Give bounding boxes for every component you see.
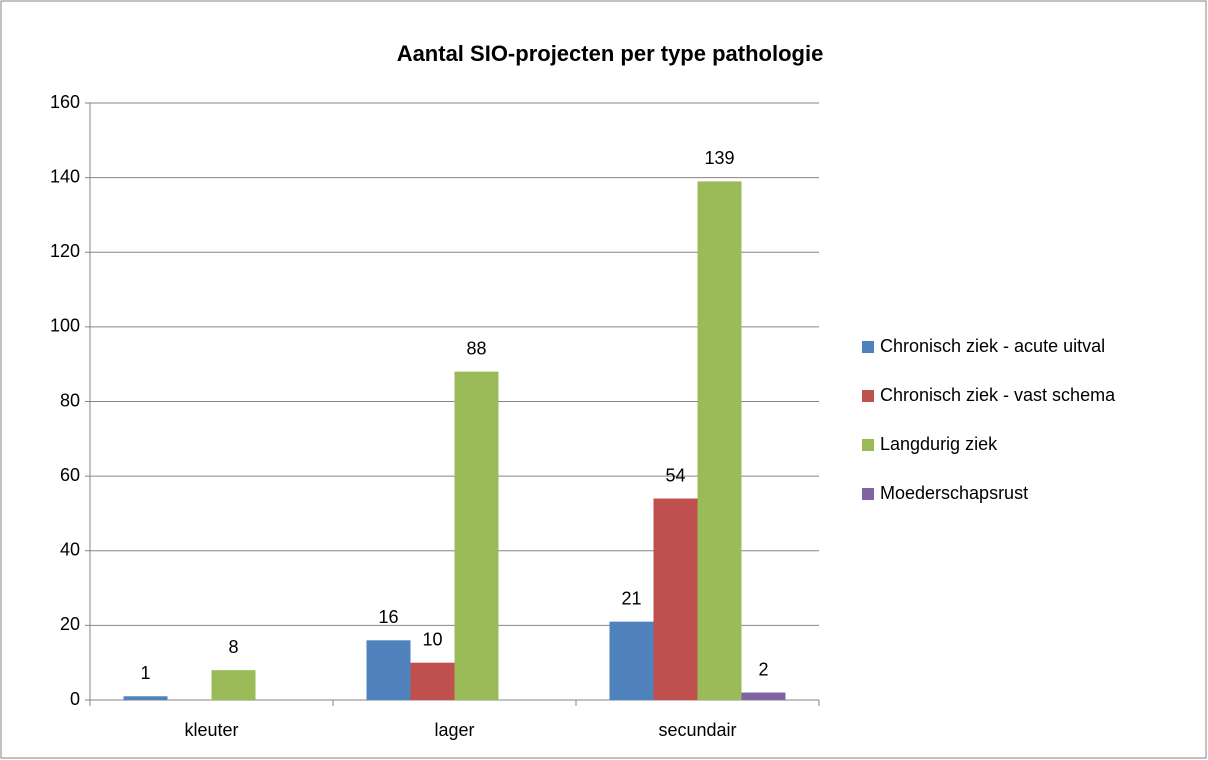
legend-swatch [862,488,874,500]
y-tick-label: 140 [50,166,80,186]
bar [653,498,698,700]
data-label: 1 [140,663,150,683]
data-label: 10 [422,629,442,649]
legend-swatch [862,341,874,353]
legend-label: Moederschapsrust [880,483,1028,503]
legend-label: Chronisch ziek - acute uitval [880,336,1105,356]
legend-label: Chronisch ziek - vast schema [880,385,1116,405]
bar [410,662,455,700]
legend-label: Langdurig ziek [880,434,998,454]
bar [211,670,256,700]
y-tick-label: 100 [50,316,80,336]
y-tick-label: 80 [60,390,80,410]
y-tick-label: 40 [60,540,80,560]
data-label: 54 [665,465,685,485]
data-label: 21 [621,588,641,608]
y-tick-label: 120 [50,241,80,261]
chart-title: Aantal SIO-projecten per type pathologie [397,41,824,66]
bar [609,621,654,700]
y-tick-label: 0 [70,689,80,709]
legend-swatch [862,390,874,402]
y-tick-label: 20 [60,614,80,634]
bar [697,181,742,700]
y-tick-label: 160 [50,92,80,112]
data-label: 2 [758,659,768,679]
bar [454,371,499,700]
data-label: 139 [704,148,734,168]
bar [366,640,411,700]
y-tick-label: 60 [60,465,80,485]
x-tick-label: kleuter [184,720,238,740]
bar [741,692,786,700]
data-label: 8 [228,637,238,657]
data-label: 88 [466,338,486,358]
legend-swatch [862,439,874,451]
x-tick-label: lager [434,720,474,740]
data-label: 16 [378,607,398,627]
bar [123,696,168,700]
x-tick-label: secundair [658,720,736,740]
